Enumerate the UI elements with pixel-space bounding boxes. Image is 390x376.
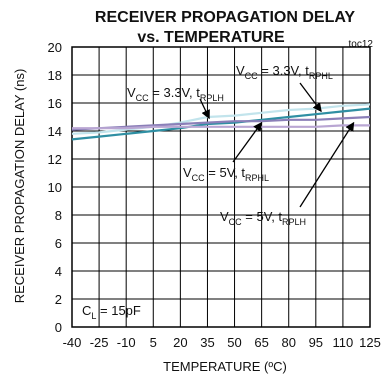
y-axis-label: RECEIVER PROPAGATION DELAY (ns) (12, 69, 27, 304)
series-annotation: VCC = 3.3V, tRPLH (127, 85, 224, 103)
y-tick-label: 0 (55, 320, 62, 335)
y-tick-label: 20 (48, 40, 62, 55)
figure-id-label: toc12 (349, 39, 374, 50)
y-tick-label: 8 (55, 208, 62, 223)
annotation-part: = 15pF (96, 303, 141, 318)
annotation-part: = 5V, t (242, 209, 283, 224)
annotation-part: RPHL (309, 71, 333, 81)
chart-title: RECEIVER PROPAGATION DELAY (95, 9, 356, 26)
y-tick-label: 10 (48, 180, 62, 195)
series-annotation: VCC = 3.3V, tRPHL (236, 63, 333, 81)
annotation-part: C (82, 303, 91, 318)
x-tick-label: 5 (150, 335, 157, 350)
annotation-part: V (220, 209, 229, 224)
y-tick-label: 16 (48, 96, 62, 111)
y-tick-label: 6 (55, 236, 62, 251)
annotation-arrow (299, 121, 355, 208)
annotation-part: = 3.3V, t (149, 85, 201, 100)
x-tick-label: 95 (309, 335, 323, 350)
series-line (71, 107, 371, 141)
x-tick-label: 80 (281, 335, 295, 350)
plot-frame (71, 46, 371, 328)
series-line (71, 115, 371, 131)
annotation-part: = 5V, t (205, 165, 246, 180)
annotation-arrow (199, 98, 210, 120)
chart-subtitle: vs. TEMPERATURE (137, 29, 285, 46)
series-annotation: VCC = 5V, tRPLH (220, 209, 306, 227)
tick-label-layer: -40 -25 -10 5 20 35 50 65 80 95 110 125 0 2 4 6 8 10 12 14 1… (48, 40, 381, 350)
series-annotation: VCC = 5V, tRPHL (183, 165, 269, 183)
annotation-part: CC (229, 217, 242, 227)
annotation-part: CC (136, 93, 149, 103)
annotation-part: L (91, 311, 96, 321)
annotation-part: = 3.3V, t (258, 63, 310, 78)
x-tick-label: 50 (227, 335, 241, 350)
annotation-part: RPHL (245, 173, 269, 183)
y-tick-label: 12 (48, 152, 62, 167)
x-tick-label: 110 (333, 335, 354, 350)
x-tick-label: 35 (200, 335, 214, 350)
annotation-part: CC (245, 71, 258, 81)
x-tick-label: 65 (254, 335, 268, 350)
y-tick-label: 2 (55, 292, 62, 307)
series-annotation: CL = 15pF (82, 303, 141, 321)
series-line (72, 124, 370, 130)
annotation-part: CC (192, 173, 205, 183)
x-tick-label: -25 (90, 335, 109, 350)
annotation-part: RPLH (200, 93, 224, 103)
y-tick-label: 4 (55, 264, 62, 279)
x-tick-label: -40 (63, 335, 82, 350)
x-tick-label: 20 (173, 335, 187, 350)
grid-layer (71, 46, 371, 328)
x-tick-label: -10 (117, 335, 136, 350)
series-layer (71, 103, 371, 141)
x-axis-label: TEMPERATURE (ºC) (163, 359, 287, 374)
annotation-part: RPLH (282, 217, 306, 227)
annotation-part: V (236, 63, 245, 78)
annotation-part: V (127, 85, 136, 100)
y-tick-label: 14 (48, 124, 62, 139)
annotation-arrow (299, 82, 322, 113)
y-tick-label: 18 (48, 68, 62, 83)
annotation-part: V (183, 165, 192, 180)
x-tick-label: 125 (359, 335, 381, 350)
annotation-arrow (232, 121, 263, 163)
